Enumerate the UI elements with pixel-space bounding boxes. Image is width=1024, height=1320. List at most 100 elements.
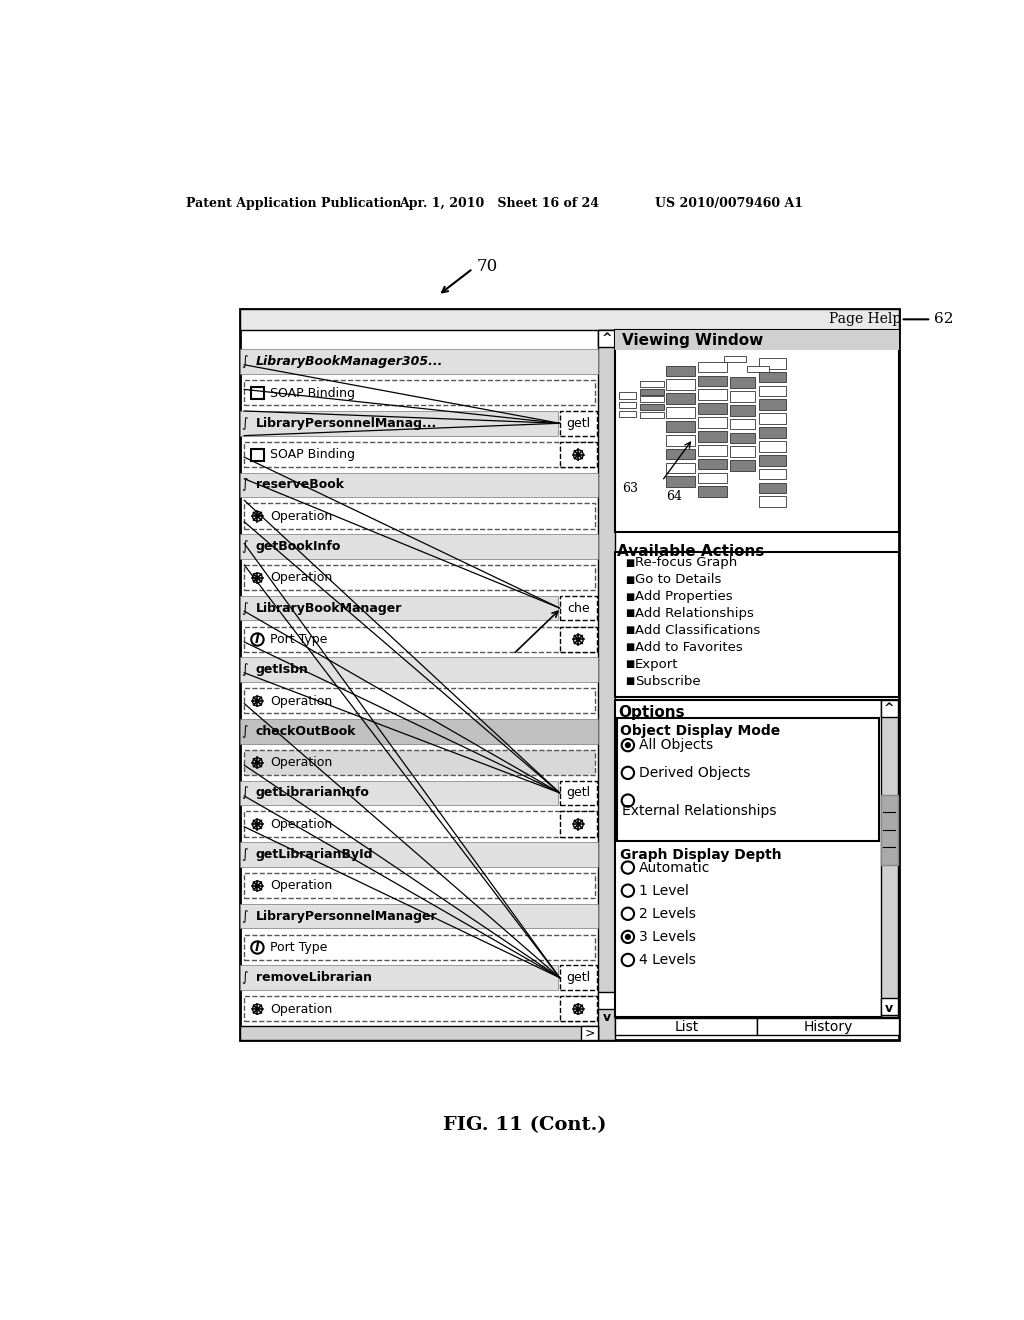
Circle shape (622, 767, 634, 779)
Circle shape (577, 453, 581, 457)
Bar (241, 657, 598, 682)
Text: Operation: Operation (270, 879, 332, 892)
Text: 2 Levels: 2 Levels (639, 907, 695, 921)
Text: ^: ^ (884, 702, 894, 714)
Bar (666, 477, 695, 487)
Bar (759, 413, 786, 424)
Bar (620, 411, 636, 417)
Bar (697, 459, 727, 470)
Bar (640, 396, 664, 403)
Bar (666, 407, 695, 418)
Bar (759, 483, 786, 494)
Circle shape (625, 933, 631, 940)
Circle shape (577, 1007, 581, 1011)
Bar (615, 330, 899, 532)
Text: LibraryBookManager: LibraryBookManager (256, 602, 402, 615)
Text: Port Type: Port Type (270, 941, 328, 954)
Bar (666, 421, 695, 432)
Bar (881, 998, 898, 1015)
Bar (730, 433, 755, 444)
Bar (241, 411, 558, 436)
Circle shape (251, 941, 263, 953)
Bar (697, 362, 727, 372)
Circle shape (256, 760, 259, 764)
Text: ∫: ∫ (242, 972, 248, 985)
Bar (881, 795, 898, 865)
Bar (241, 780, 558, 805)
Bar (560, 780, 597, 805)
Bar (560, 595, 597, 620)
Bar (724, 356, 745, 363)
Bar (245, 627, 595, 652)
Text: Export: Export (635, 657, 678, 671)
Text: getBookInfo: getBookInfo (256, 540, 341, 553)
Text: Graph Display Depth: Graph Display Depth (621, 849, 781, 862)
Bar (245, 812, 595, 837)
Bar (697, 417, 727, 428)
Bar (759, 441, 786, 451)
Text: LibraryBookManager305...: LibraryBookManager305... (256, 355, 443, 368)
Text: ∫: ∫ (242, 478, 248, 491)
Bar (730, 418, 755, 429)
Bar (241, 350, 598, 374)
Text: getLibrarianById: getLibrarianById (256, 847, 374, 861)
Text: Operation: Operation (270, 694, 332, 708)
Bar (560, 965, 597, 990)
Text: Re-focus Graph: Re-focus Graph (635, 556, 737, 569)
Text: v: v (885, 1002, 893, 1015)
Text: Object Display Mode: Object Display Mode (621, 723, 780, 738)
Text: checkOutBook: checkOutBook (256, 725, 356, 738)
Text: Viewing Window: Viewing Window (622, 333, 763, 347)
Text: Operation: Operation (270, 510, 332, 523)
Text: v: v (603, 1011, 611, 1024)
Bar (759, 358, 786, 368)
Text: ∫: ∫ (242, 663, 248, 676)
Text: Add to Favorites: Add to Favorites (635, 640, 742, 653)
Text: Available Actions: Available Actions (617, 544, 764, 560)
Bar (241, 473, 598, 498)
Bar (245, 750, 595, 775)
Bar (758, 1019, 899, 1035)
Bar (759, 385, 786, 396)
Bar (560, 627, 597, 652)
Text: Go to Details: Go to Details (635, 573, 721, 586)
Circle shape (256, 576, 259, 579)
Text: ■: ■ (625, 626, 634, 635)
Bar (241, 595, 558, 620)
Bar (241, 719, 598, 743)
Text: getl: getl (566, 787, 591, 800)
Text: 63: 63 (622, 482, 638, 495)
Circle shape (622, 908, 634, 920)
Text: 3 Levels: 3 Levels (639, 929, 695, 944)
Bar (666, 462, 695, 474)
Text: SOAP Binding: SOAP Binding (270, 387, 355, 400)
Bar (598, 993, 615, 1010)
Text: reserveBook: reserveBook (256, 478, 344, 491)
Bar (620, 401, 636, 408)
Bar (615, 330, 899, 350)
Bar (245, 688, 595, 713)
Text: getLibrarianInfo: getLibrarianInfo (256, 787, 370, 800)
Circle shape (256, 884, 259, 888)
Bar (697, 430, 727, 442)
Bar (697, 404, 727, 414)
Text: ∫: ∫ (242, 602, 248, 615)
Bar (620, 392, 636, 399)
Text: ∫: ∫ (242, 417, 248, 430)
Bar (560, 442, 597, 467)
Text: Page Help: Page Help (829, 313, 901, 326)
Bar (759, 428, 786, 438)
Circle shape (622, 884, 634, 896)
Bar (560, 411, 597, 436)
Text: All Objects: All Objects (639, 738, 713, 752)
Bar (697, 473, 727, 483)
Text: ■: ■ (625, 659, 634, 669)
Bar (759, 469, 786, 479)
Bar (697, 376, 727, 387)
Bar (640, 388, 664, 395)
Bar (615, 700, 899, 1016)
Text: 70: 70 (477, 257, 498, 275)
Text: Derived Objects: Derived Objects (639, 766, 751, 780)
Circle shape (625, 742, 631, 748)
Text: getIsbn: getIsbn (256, 663, 309, 676)
